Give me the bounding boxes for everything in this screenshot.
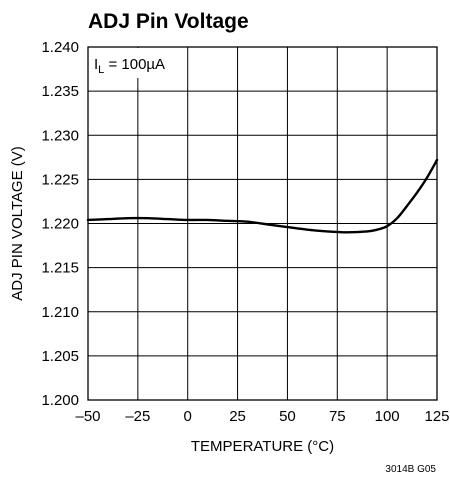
annotation-subscript: L xyxy=(98,64,104,76)
x-tick-label: 100 xyxy=(375,408,400,425)
x-axis-label: TEMPERATURE (°C) xyxy=(191,438,334,455)
y-tick-label: 1.225 xyxy=(41,171,79,188)
y-tick-label: 1.210 xyxy=(41,304,79,321)
load-current-annotation: IL = 100µA xyxy=(89,48,187,78)
x-tick-label: 125 xyxy=(424,408,449,425)
x-tick-label: 25 xyxy=(229,408,246,425)
chart-title: ADJ Pin Voltage xyxy=(88,10,249,33)
x-tick-labels: –50 –25 0 25 50 75 100 125 xyxy=(75,408,449,425)
y-axis-label: ADJ PIN VOLTAGE (V) xyxy=(9,146,26,300)
y-tick-label: 1.235 xyxy=(41,83,79,100)
series-line-0 xyxy=(86,158,439,234)
y-tick-label: 1.220 xyxy=(41,216,79,233)
plot-frame xyxy=(87,46,438,401)
y-tick-label: 1.205 xyxy=(41,348,79,365)
y-tick-labels: 1.200 1.205 1.210 1.215 1.220 1.225 1.230 1.235… xyxy=(41,39,79,409)
x-tick-label: 50 xyxy=(279,408,296,425)
annotation-text: IL = 100µA xyxy=(94,56,165,76)
y-tick-label: 1.230 xyxy=(41,127,79,144)
annotation-prefix: I xyxy=(94,56,98,73)
grid xyxy=(88,47,437,400)
x-tick-label: –25 xyxy=(125,408,150,425)
y-tick-label: 1.215 xyxy=(41,260,79,277)
x-tick-label: 75 xyxy=(329,408,346,425)
y-tick-label: 1.200 xyxy=(41,392,79,409)
annotation-suffix: = 100µA xyxy=(104,56,165,73)
y-tick-label: 1.240 xyxy=(41,39,79,56)
annotation-box xyxy=(89,48,187,78)
x-tick-label: 0 xyxy=(184,408,192,425)
figure-code: 3014B G05 xyxy=(385,464,436,475)
series-layer xyxy=(86,158,439,234)
x-tick-label: –50 xyxy=(75,408,100,425)
